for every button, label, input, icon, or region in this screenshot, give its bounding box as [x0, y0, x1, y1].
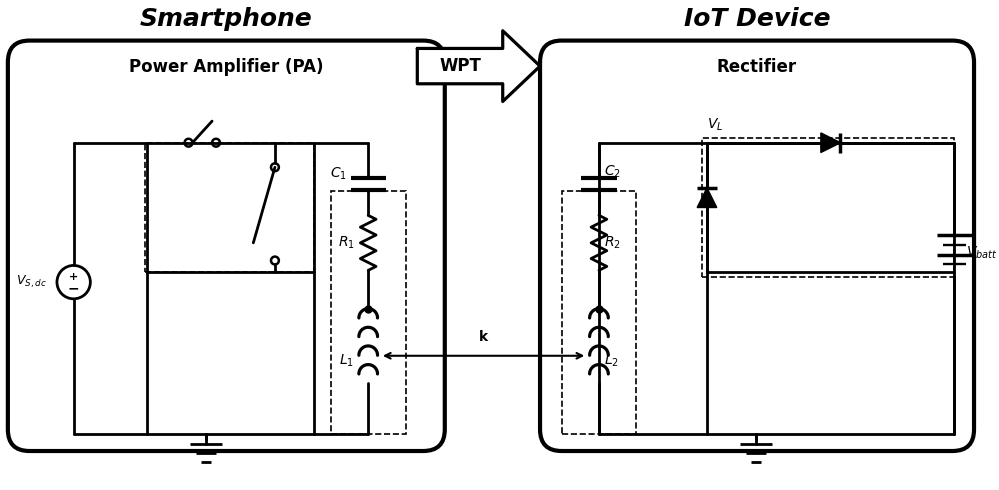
- Text: $L_2$: $L_2$: [603, 352, 618, 369]
- Text: −: −: [68, 282, 80, 295]
- Polygon shape: [418, 31, 540, 101]
- Text: $V_{batt}$: $V_{batt}$: [966, 245, 998, 261]
- Text: Smartphone: Smartphone: [140, 7, 313, 31]
- Text: k: k: [479, 330, 489, 344]
- Text: $C_2$: $C_2$: [603, 164, 620, 180]
- Bar: [561, 191, 636, 434]
- Bar: [702, 138, 954, 277]
- Text: Rectifier: Rectifier: [717, 58, 797, 76]
- Text: WPT: WPT: [440, 57, 481, 75]
- Polygon shape: [697, 188, 716, 207]
- Text: Power Amplifier (PA): Power Amplifier (PA): [129, 58, 324, 76]
- Bar: [145, 143, 315, 272]
- Bar: [331, 191, 406, 434]
- Text: $L_1$: $L_1$: [340, 352, 355, 369]
- Text: $R_1$: $R_1$: [338, 235, 355, 251]
- Polygon shape: [821, 133, 840, 152]
- Text: $R_2$: $R_2$: [603, 235, 620, 251]
- Text: $V_L$: $V_L$: [707, 117, 723, 133]
- Text: $C_1$: $C_1$: [330, 166, 347, 182]
- Text: +: +: [69, 272, 78, 282]
- Text: $V_{S,dc}$: $V_{S,dc}$: [16, 274, 47, 291]
- Text: IoT Device: IoT Device: [683, 7, 830, 31]
